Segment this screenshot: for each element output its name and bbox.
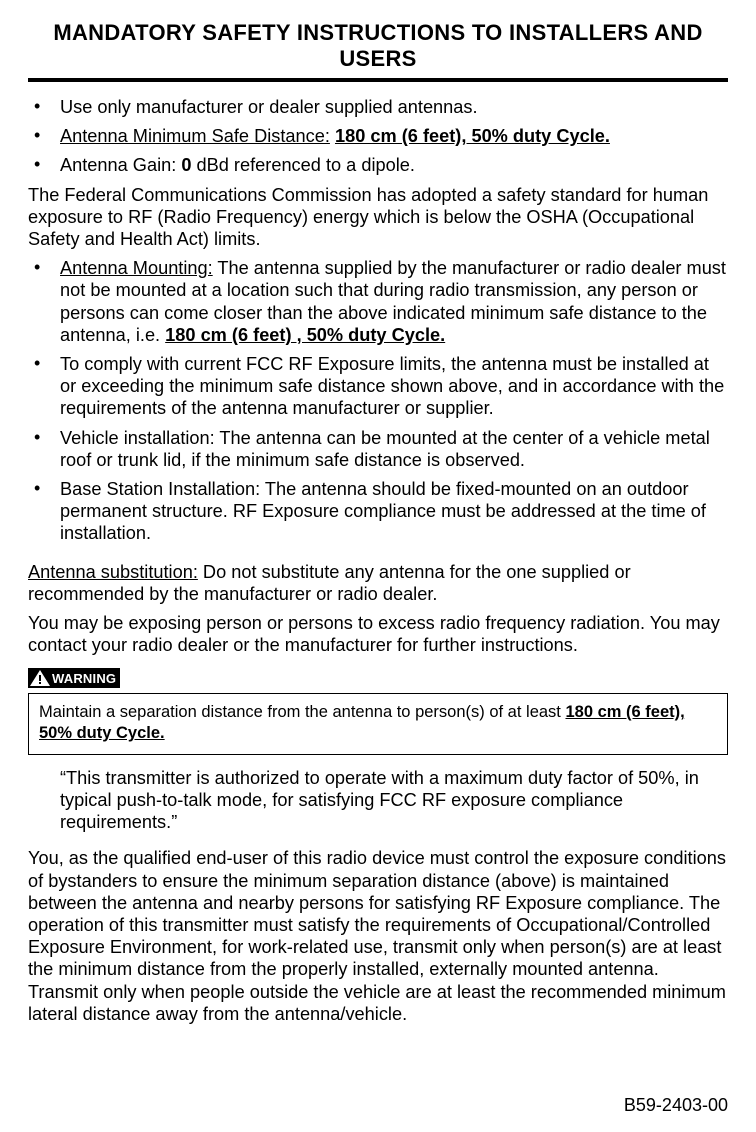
warning-icon	[28, 668, 52, 688]
bullet-value: 180 cm (6 feet) , 50% duty Cycle.	[165, 325, 445, 345]
paragraph-fcc: The Federal Communications Commission ha…	[28, 184, 728, 251]
bullet-label: Antenna Minimum Safe Distance:	[60, 126, 330, 146]
paragraph-you: You, as the qualified end-user of this r…	[28, 847, 728, 1025]
sub-label: Antenna substitution:	[28, 562, 198, 582]
paragraph-quote: “This transmitter is authorized to opera…	[28, 767, 728, 834]
warning-block: WARNING Maintain a separation distance f…	[28, 668, 728, 754]
bullet-label: Antenna Mounting:	[60, 258, 213, 278]
top-bullet-list: Use only manufacturer or dealer supplied…	[28, 96, 728, 177]
paragraph-substitution: Antenna substitution: Do not substitute …	[28, 561, 728, 605]
paragraph-expose: You may be exposing person or persons to…	[28, 612, 728, 656]
bullet-bold: 0	[181, 155, 191, 175]
bullet-pre: Antenna Gain:	[60, 155, 181, 175]
mid-bullet-list: Antenna Mounting: The antenna supplied b…	[28, 257, 728, 544]
bullet-post: dBd referenced to a dipole.	[191, 155, 414, 175]
bullet-item: Antenna Gain: 0 dBd referenced to a dipo…	[28, 154, 728, 176]
bullet-item: Use only manufacturer or dealer supplied…	[28, 96, 728, 118]
bullet-item: Antenna Mounting: The antenna supplied b…	[28, 257, 728, 346]
bullet-item: To comply with current FCC RF Exposure l…	[28, 353, 728, 420]
title-rule	[28, 78, 728, 82]
bullet-item: Antenna Minimum Safe Distance: 180 cm (6…	[28, 125, 728, 147]
warning-tab: WARNING	[28, 668, 120, 688]
bullet-item: Base Station Installation: The antenna s…	[28, 478, 728, 545]
warning-tab-label: WARNING	[52, 671, 116, 686]
bullet-item: Vehicle installation: The antenna can be…	[28, 427, 728, 471]
warning-box: Maintain a separation distance from the …	[28, 693, 728, 754]
bullet-value: 180 cm (6 feet), 50% duty Cycle.	[335, 126, 610, 146]
page-title: MANDATORY SAFETY INSTRUCTIONS TO INSTALL…	[28, 20, 728, 72]
document-number: B59-2403-00	[624, 1095, 728, 1116]
warning-text-pre: Maintain a separation distance from the …	[39, 703, 565, 721]
